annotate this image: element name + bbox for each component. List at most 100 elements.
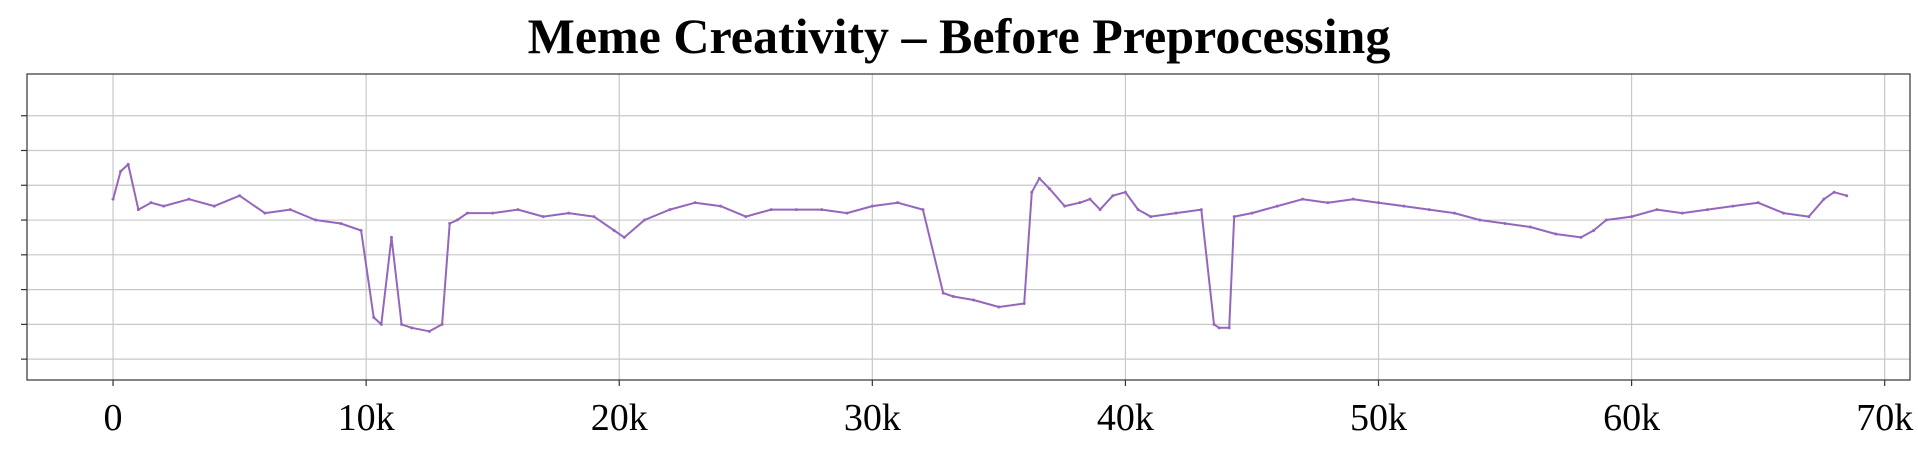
data-point [1078,201,1082,205]
data-point [769,208,773,212]
data-point [1452,211,1456,215]
data-point [1351,197,1355,201]
data-point [1680,211,1684,215]
data-point [136,208,140,212]
data-point [379,322,383,326]
chart-title: Meme Creativity – Before Preprocessing [527,8,1391,64]
data-point [1136,208,1140,212]
data-point [1217,326,1221,330]
x-tick-label: 60k [1603,397,1660,439]
data-point [1212,322,1216,326]
data-point [1250,211,1254,215]
data-point [1807,215,1811,219]
data-point [119,169,123,173]
data-point [126,162,130,166]
data-point [288,208,292,212]
data-point [212,204,216,208]
data-point [1731,204,1735,208]
data-point [997,305,1001,309]
x-tick-label: 30k [844,397,901,439]
data-point [1503,222,1507,226]
data-point [1579,235,1583,239]
data-point [1301,197,1305,201]
data-point [794,208,798,212]
x-ticks: 0 10k 20k 30k 40k 50k 60k 70k [104,380,1913,439]
series-line [112,163,1847,333]
data-point [455,218,459,222]
data-point [668,208,672,212]
data-point [870,204,874,208]
data-point [440,322,444,326]
data-point [1604,218,1608,222]
grid [27,74,1910,380]
data-point [1088,197,1092,201]
data-point [389,235,393,239]
data-point [465,211,469,215]
data-point [359,228,363,232]
data-point [643,218,647,222]
data-point [491,211,495,215]
data-point [1592,228,1596,232]
data-point [622,235,626,239]
data-point [1275,204,1279,208]
data-point [410,326,414,330]
data-point [339,222,343,226]
data-point [896,201,900,205]
data-point [1123,190,1127,194]
data-point [1630,215,1634,219]
data-point [1478,218,1482,222]
data-point [567,211,571,215]
data-point [1227,326,1231,330]
data-point [1063,204,1067,208]
plot-background [27,74,1910,380]
data-point [820,208,824,212]
data-point [1037,176,1041,180]
data-point [427,329,431,333]
data-point [516,208,520,212]
data-point [1822,197,1826,201]
x-tick-label: 0 [104,397,123,439]
data-point [372,315,376,319]
data-point [1098,208,1102,212]
data-point [238,194,242,198]
data-point [111,197,115,201]
data-point [149,201,153,205]
x-tick-label: 70k [1856,397,1913,439]
data-point [1706,208,1710,212]
y-ticks [21,115,27,360]
data-point [951,295,955,299]
data-point [921,208,925,212]
data-point [1022,302,1026,305]
data-point [1832,190,1836,194]
data-point [941,291,945,295]
data-point [1781,211,1785,215]
x-tick-label: 10k [338,397,395,439]
data-point [400,322,404,326]
data-point [1377,201,1381,205]
data-point [314,218,318,222]
data-point [1030,190,1034,194]
series-group [111,162,1849,333]
data-point [263,211,267,215]
data-point [718,204,722,208]
data-point [541,215,545,219]
data-point [448,222,452,226]
x-tick-label: 20k [591,397,648,439]
data-point [1427,208,1431,212]
data-point [1326,201,1330,205]
data-point [162,204,166,208]
data-point [1845,194,1849,198]
data-point [1528,225,1532,229]
data-point [1756,201,1760,205]
data-point [1047,187,1051,191]
data-point [612,228,616,232]
data-point [1199,208,1203,212]
data-point [744,215,748,219]
data-point [1232,215,1236,219]
x-tick-label: 50k [1350,397,1407,439]
data-point [1554,232,1558,236]
data-point [1655,208,1659,212]
data-point [693,201,697,205]
data-point [1174,211,1178,215]
